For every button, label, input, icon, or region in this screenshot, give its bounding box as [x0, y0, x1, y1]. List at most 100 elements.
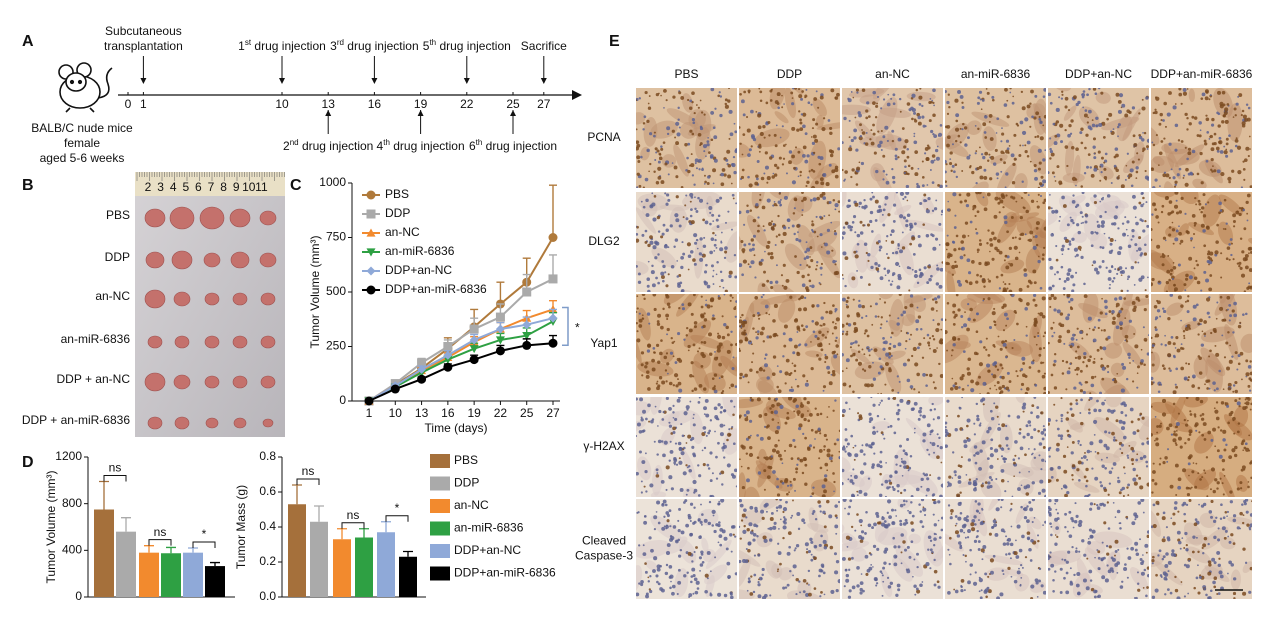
nucleus	[966, 258, 971, 263]
nucleus	[1079, 389, 1084, 393]
nucleus	[1113, 436, 1116, 439]
nucleus	[729, 433, 732, 436]
nucleus	[1101, 464, 1105, 468]
nucleus	[671, 162, 674, 164]
nucleus	[712, 126, 716, 130]
tumor	[205, 417, 219, 429]
tissue-texture	[842, 456, 851, 472]
nucleus	[1055, 120, 1060, 124]
nucleus	[834, 208, 837, 211]
nucleus	[1232, 416, 1236, 421]
nucleus	[1048, 296, 1052, 301]
nucleus	[882, 154, 886, 158]
nucleus	[1247, 485, 1250, 489]
nucleus	[1175, 493, 1178, 496]
nucleus	[958, 193, 962, 197]
nucleus	[717, 294, 720, 298]
nucleus	[764, 412, 768, 417]
nucleus	[733, 122, 736, 125]
nucleus	[961, 388, 965, 391]
nucleus	[987, 229, 990, 232]
nucleus	[953, 470, 957, 474]
nucleus	[845, 358, 850, 363]
nucleus	[1006, 317, 1009, 321]
nucleus	[769, 156, 773, 160]
nucleus	[1087, 153, 1091, 156]
nucleus	[1100, 329, 1103, 332]
subject-label: BALB/C nude mice	[31, 121, 133, 135]
nucleus	[636, 155, 641, 160]
nucleus	[852, 352, 856, 357]
nucleus	[939, 374, 943, 379]
nucleus	[1022, 435, 1026, 439]
nucleus	[1006, 99, 1009, 102]
nucleus	[758, 261, 763, 266]
nucleus	[991, 231, 995, 235]
nucleus	[649, 483, 654, 488]
nucleus	[1200, 343, 1205, 347]
group-label: an-NC	[95, 289, 130, 303]
nucleus	[994, 448, 999, 453]
nucleus	[713, 385, 716, 388]
nucleus	[699, 144, 702, 147]
nucleus	[922, 223, 925, 226]
nucleus	[872, 132, 876, 136]
nucleus	[734, 275, 737, 279]
nucleus	[766, 335, 770, 339]
nucleus	[643, 115, 647, 119]
nucleus	[749, 265, 752, 268]
nucleus	[1221, 458, 1226, 463]
nucleus	[811, 284, 815, 289]
nucleus	[1040, 361, 1043, 365]
nucleus	[887, 93, 890, 96]
nucleus	[904, 139, 909, 144]
nucleus	[717, 334, 722, 339]
nucleus	[1060, 437, 1063, 441]
nucleus	[1122, 495, 1125, 497]
nucleus	[1121, 486, 1126, 491]
nucleus	[739, 458, 741, 461]
nucleus	[1136, 386, 1139, 389]
nucleus	[862, 224, 865, 227]
nucleus	[1057, 465, 1061, 470]
nucleus	[1243, 178, 1246, 181]
nucleus	[1159, 457, 1162, 460]
nucleus	[1032, 359, 1035, 362]
nucleus	[776, 385, 779, 389]
nucleus	[754, 181, 759, 186]
nucleus	[1223, 448, 1227, 452]
nucleus	[1116, 372, 1119, 375]
nucleus	[823, 445, 826, 448]
nucleus	[961, 234, 966, 239]
nucleus	[936, 347, 938, 349]
point	[443, 350, 453, 360]
nucleus	[1069, 402, 1073, 406]
nucleus	[999, 363, 1003, 367]
tumor	[199, 206, 225, 230]
nucleus	[1067, 109, 1071, 112]
nucleus	[697, 494, 701, 497]
nucleus	[1132, 360, 1135, 362]
nucleus	[975, 330, 979, 334]
nucleus	[668, 475, 673, 480]
nucleus	[983, 168, 987, 172]
nucleus	[878, 493, 883, 497]
tissue-texture	[1063, 105, 1077, 121]
nucleus	[1114, 239, 1117, 242]
tissue-texture	[1000, 259, 1025, 274]
nucleus	[1193, 267, 1196, 270]
nucleus	[1081, 192, 1085, 195]
nucleus	[764, 151, 768, 155]
nucleus	[712, 168, 717, 173]
nucleus	[800, 402, 803, 405]
nucleus	[1105, 446, 1110, 451]
nucleus	[773, 203, 777, 207]
nucleus	[1084, 451, 1086, 454]
nucleus	[1061, 93, 1064, 96]
nucleus	[1130, 420, 1134, 424]
nucleus	[996, 458, 999, 460]
ruler-number: 11	[255, 180, 268, 194]
nucleus	[1119, 326, 1123, 330]
nucleus	[897, 342, 902, 347]
tissue-texture	[1104, 342, 1123, 359]
